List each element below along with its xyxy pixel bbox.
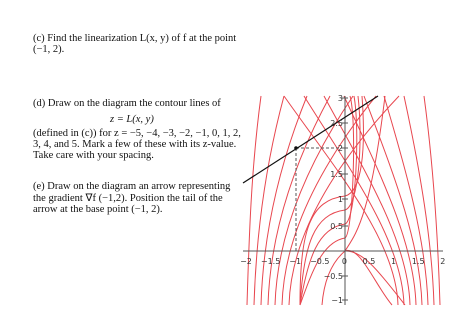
contour-curve [403, 95, 435, 306]
part-d-line: Take care with your spacing. [33, 150, 154, 161]
contour-curve [299, 95, 355, 306]
x-tick-label: −1.5 [261, 257, 280, 266]
contour-curve [343, 95, 417, 306]
y-tick-label: 1.5 [330, 170, 343, 179]
contour-curve [344, 95, 386, 252]
y-tick-label: 2.5 [330, 119, 343, 128]
x-tick-label: −1 [289, 257, 301, 266]
contour-curve [267, 95, 331, 306]
y-tick-label: −1 [331, 296, 343, 305]
part-e-line: arrow at the base point (−1, 2). [33, 204, 163, 215]
y-tick-label: 1 [338, 195, 343, 204]
part-d-line: (defined in (c)) for z = −5, −4, −3, −2,… [33, 128, 241, 139]
base-point [294, 146, 298, 150]
contour-curve [323, 95, 411, 306]
contour-curve [423, 95, 441, 306]
part-c-line: (c) Find the linearization L(x, y) of f … [33, 33, 237, 44]
x-tick-label: 1 [391, 257, 396, 266]
contour-curve [246, 95, 262, 306]
contour-curve [253, 95, 285, 306]
contour-curve [281, 95, 377, 306]
x-tick-label: 0 [342, 257, 347, 266]
y-tick-label: 2 [338, 144, 343, 153]
x-tick-label: 1.5 [412, 257, 425, 266]
y-tick-label: 0.5 [330, 222, 343, 231]
contour-curves [246, 95, 441, 306]
contour-curve [383, 95, 429, 306]
x-tick-label: −2 [240, 257, 252, 266]
x-tick-label: 2 [440, 257, 445, 266]
y-tick-label: 3 [338, 94, 343, 103]
tangent-line [242, 95, 379, 184]
contour-curve [288, 95, 400, 306]
contour-curve [303, 95, 405, 306]
x-tick-label: 0.5 [363, 257, 376, 266]
contour-curve [363, 95, 423, 306]
part-d-line: (d) Draw on the diagram the contour line… [33, 98, 221, 109]
part-e-line: the gradient ∇f (−1,2). Position the tai… [33, 193, 223, 204]
contour-curve [283, 95, 399, 306]
contour-curve [321, 250, 346, 306]
part-c-line: (−1, 2). [33, 44, 65, 55]
part-e-line: (e) Draw on the diagram an arrow represe… [33, 181, 231, 192]
x-tick-label: −0.5 [310, 257, 329, 266]
contour-curve [260, 95, 308, 306]
part-d-line: 3, 4, and 5. Mark a few of these with it… [33, 139, 237, 150]
y-tick-label: −0.5 [324, 272, 343, 281]
part-d-equation: z = L(x, y) [110, 114, 154, 125]
